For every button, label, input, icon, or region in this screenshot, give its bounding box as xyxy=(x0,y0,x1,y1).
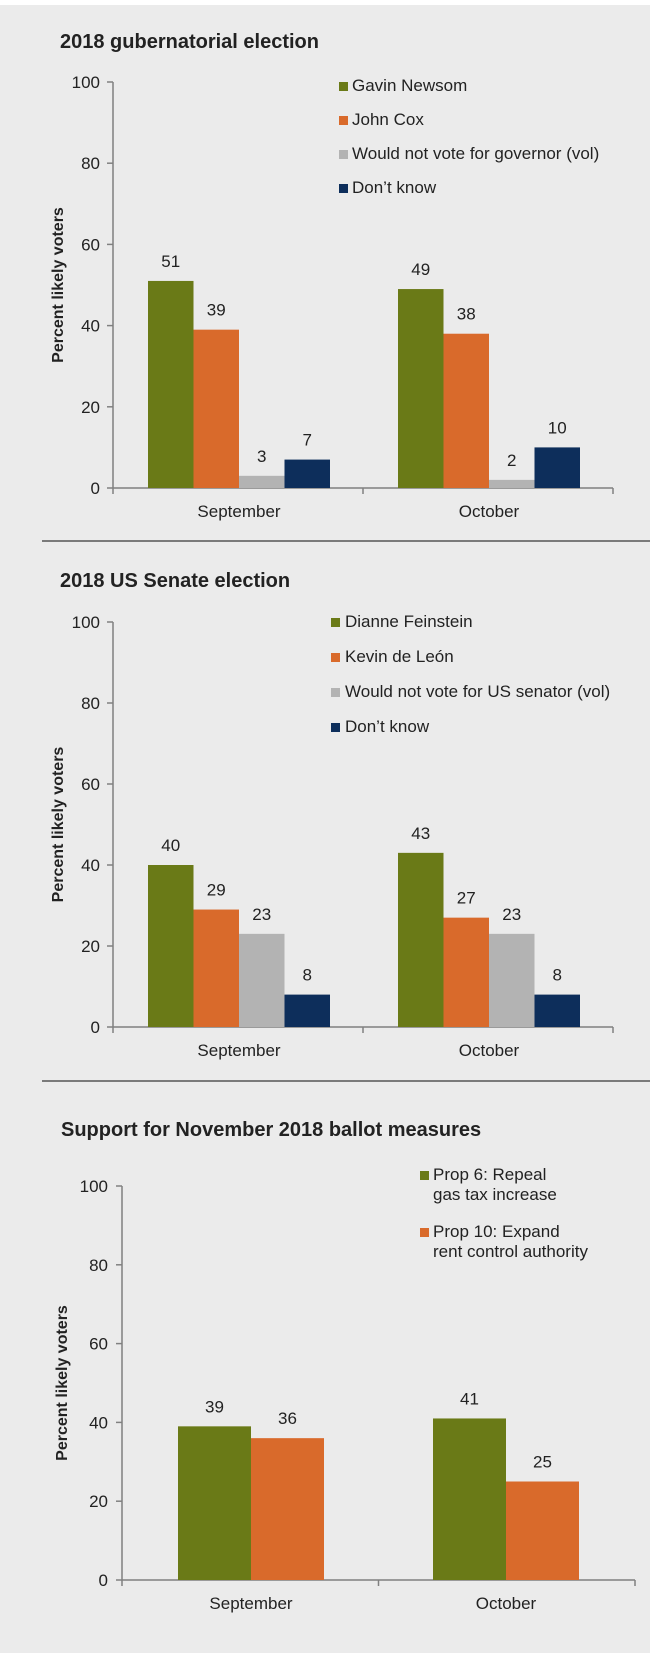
bar-green-1 xyxy=(148,280,194,488)
legend-label: Don’t know xyxy=(352,178,437,197)
legend-label: Kevin de León xyxy=(345,647,454,666)
legend-swatch xyxy=(339,150,348,159)
x-category-label: September xyxy=(209,1594,292,1613)
legend-label: Don’t know xyxy=(345,717,430,736)
x-category-label: October xyxy=(459,502,520,521)
legend-label: Dianne Feinstein xyxy=(345,612,473,631)
bar-navy-1 xyxy=(284,459,330,488)
bar-green-2 xyxy=(398,289,444,488)
legend-swatch xyxy=(331,653,340,662)
data-label: 23 xyxy=(252,905,271,924)
data-label: 27 xyxy=(457,889,476,908)
bar-green-2 xyxy=(433,1418,506,1580)
data-label: 49 xyxy=(411,260,430,279)
data-label: 39 xyxy=(207,301,226,320)
y-tick-label: 0 xyxy=(91,479,100,498)
y-axis-label: Percent likely voters xyxy=(54,1305,71,1461)
data-label: 40 xyxy=(161,836,180,855)
bar-green-1 xyxy=(178,1426,251,1580)
y-tick-label: 40 xyxy=(89,1413,108,1432)
chart-title: 2018 gubernatorial election xyxy=(60,31,319,53)
data-label: 39 xyxy=(205,1397,224,1416)
bar-orange-2 xyxy=(443,333,489,488)
y-tick-label: 60 xyxy=(89,1335,108,1354)
chart-title: Support for November 2018 ballot measure… xyxy=(61,1119,481,1141)
data-label: 38 xyxy=(457,305,476,324)
x-category-label: September xyxy=(197,502,280,521)
y-tick-label: 20 xyxy=(89,1492,108,1511)
data-label: 36 xyxy=(278,1409,297,1428)
data-label: 10 xyxy=(548,418,567,437)
data-label: 23 xyxy=(502,905,521,924)
data-label: 43 xyxy=(411,824,430,843)
x-category-label: September xyxy=(197,1041,280,1060)
legend-swatch xyxy=(339,116,348,125)
bar-gray-1 xyxy=(239,933,285,1027)
y-tick-label: 60 xyxy=(81,235,100,254)
legend-label: Prop 10: Expand xyxy=(433,1222,560,1241)
bar-gray-2 xyxy=(489,479,535,488)
x-category-label: October xyxy=(459,1041,520,1060)
data-label: 7 xyxy=(303,431,312,450)
legend-swatch xyxy=(331,618,340,627)
y-tick-label: 100 xyxy=(72,613,100,632)
bar-green-1 xyxy=(148,865,194,1027)
chart-title: 2018 US Senate election xyxy=(60,570,290,592)
legend-swatch xyxy=(420,1171,429,1180)
legend-label: rent control authority xyxy=(433,1242,588,1261)
bar-orange-1 xyxy=(193,329,239,488)
data-label: 51 xyxy=(161,252,180,271)
data-label: 8 xyxy=(553,966,562,985)
legend-swatch xyxy=(339,184,348,193)
legend-label: Would not vote for governor (vol) xyxy=(352,144,599,163)
legend-label: gas tax increase xyxy=(433,1185,557,1204)
legend-swatch xyxy=(339,82,348,91)
legend-label: John Cox xyxy=(352,110,424,129)
data-label: 3 xyxy=(257,447,266,466)
chart-1: 2018 gubernatorial election Percent likel… xyxy=(50,31,614,521)
y-tick-label: 60 xyxy=(81,775,100,794)
bar-navy-1 xyxy=(284,994,330,1027)
data-label: 25 xyxy=(533,1453,552,1472)
y-tick-label: 80 xyxy=(89,1256,108,1275)
legend-swatch xyxy=(331,723,340,732)
legend-swatch xyxy=(331,688,340,697)
bar-green-2 xyxy=(398,852,444,1027)
data-label: 8 xyxy=(303,966,312,985)
y-tick-label: 40 xyxy=(81,856,100,875)
bar-orange-1 xyxy=(251,1438,324,1580)
chart-3: Support for November 2018 ballot measure… xyxy=(54,1119,636,1613)
data-label: 2 xyxy=(507,451,516,470)
data-label: 29 xyxy=(207,881,226,900)
y-axis-label: Percent likely voters xyxy=(50,747,67,903)
y-tick-label: 20 xyxy=(81,937,100,956)
bar-navy-2 xyxy=(534,994,580,1027)
y-tick-label: 40 xyxy=(81,317,100,336)
data-label: 41 xyxy=(460,1389,479,1408)
y-axis-label: Percent likely voters xyxy=(50,207,67,363)
y-tick-label: 0 xyxy=(99,1571,108,1590)
y-tick-label: 80 xyxy=(81,154,100,173)
legend-swatch xyxy=(420,1228,429,1237)
y-tick-label: 100 xyxy=(80,1177,108,1196)
panel-background xyxy=(0,5,650,1653)
x-category-label: October xyxy=(476,1594,537,1613)
y-tick-label: 80 xyxy=(81,694,100,713)
chart-2: 2018 US Senate election Percent likely vo… xyxy=(50,570,614,1060)
bar-gray-1 xyxy=(239,475,285,488)
legend-label: Would not vote for US senator (vol) xyxy=(345,682,610,701)
legend-label: Prop 6: Repeal xyxy=(433,1165,546,1184)
legend-label: Gavin Newsom xyxy=(352,76,467,95)
y-tick-label: 0 xyxy=(91,1018,100,1037)
bar-orange-1 xyxy=(193,909,239,1027)
bar-orange-2 xyxy=(506,1481,579,1580)
y-tick-label: 100 xyxy=(72,73,100,92)
bar-navy-2 xyxy=(534,447,580,488)
y-tick-label: 20 xyxy=(81,398,100,417)
bar-orange-2 xyxy=(443,917,489,1027)
bar-gray-2 xyxy=(489,933,535,1027)
